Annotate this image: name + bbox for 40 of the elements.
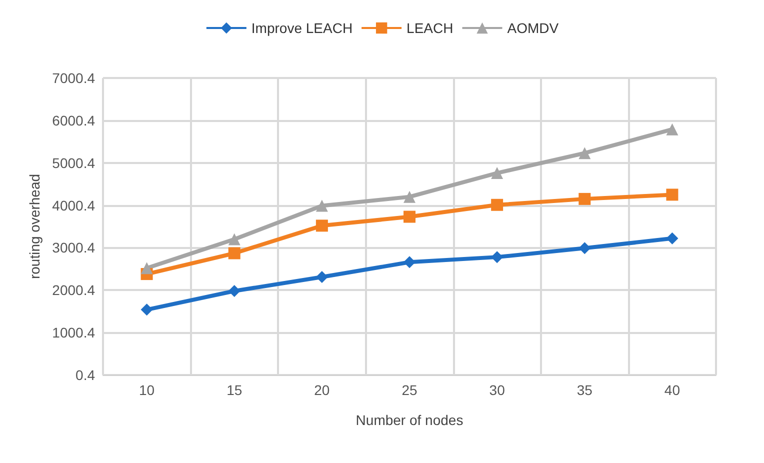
point [316,271,328,284]
x-tick-label: 20 [314,382,330,398]
x-tick-label: 30 [489,382,506,398]
point [666,232,678,244]
point [140,304,153,316]
point [228,233,240,246]
x-tick-label: 15 [226,382,242,398]
y-tick-label: 4000.4 [52,197,96,214]
point [666,123,678,136]
x-axis-title: Number of nodes [356,412,464,428]
point [491,198,504,211]
y-tick-label: 2000.4 [52,282,96,298]
point [491,167,504,180]
point [228,285,240,298]
point [316,220,328,232]
x-tick-label: 25 [402,382,418,398]
y-axis-title: routing overhead [26,174,42,280]
point [578,147,591,160]
point [404,256,416,268]
y-tick-label: 1000.4 [52,324,96,341]
point [491,251,504,264]
y-tick-label: 5000.4 [52,154,96,171]
y-tick-label: 7000.4 [52,70,96,86]
point [404,190,416,203]
x-tick-label: 35 [576,382,593,398]
point [578,242,591,254]
legend-label: Improve LEACH [251,20,353,36]
point [404,210,416,223]
legend-label: AOMDV [507,20,560,36]
y-tick-label: 6000.4 [52,112,96,128]
point [228,247,240,260]
point [578,192,591,205]
point [316,200,328,212]
y-tick-label: 0.4 [76,367,96,383]
legend-label: LEACH [406,20,454,36]
y-tick-label: 3000.4 [52,240,96,256]
x-tick-label: 40 [664,382,680,398]
point [140,262,153,274]
x-tick-label: 10 [138,382,155,398]
point [666,188,678,201]
